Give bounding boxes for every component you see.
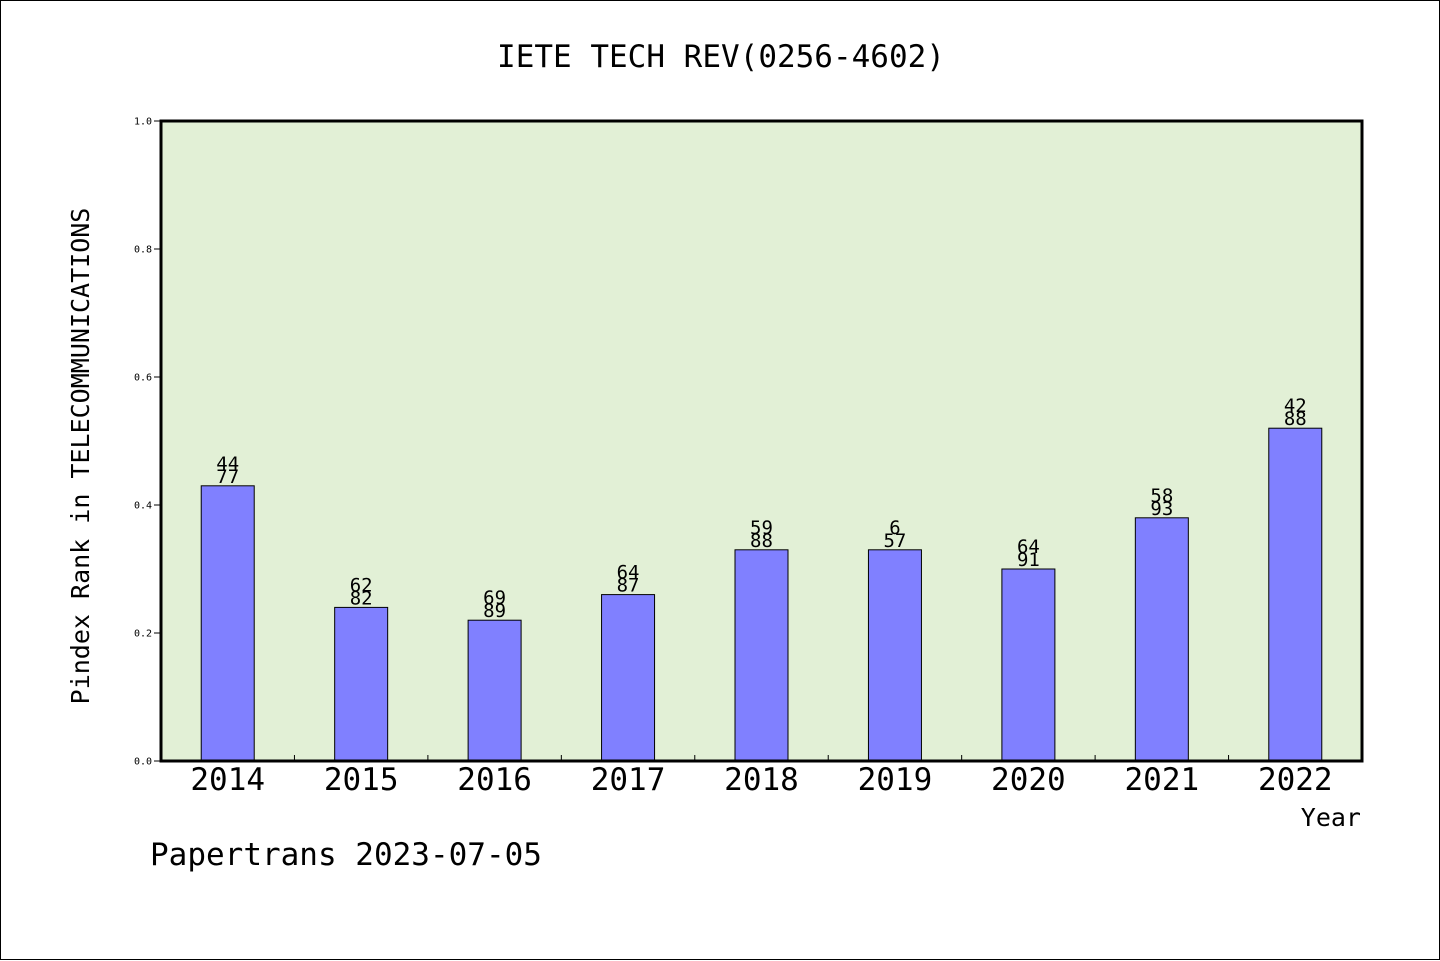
bar-label-bottom: 91 [1017,549,1040,571]
x-tick-label: 2018 [724,762,799,798]
x-tick-label: 2020 [991,762,1066,798]
bar-label-top: 58 [1150,485,1173,507]
x-tick-label: 2014 [190,762,265,798]
footer-text: Papertrans 2023-07-05 [150,837,542,873]
x-tick-label: 2021 [1125,762,1200,798]
bar-label-top: 42 [1284,395,1307,417]
bar-label-bottom: 82 [350,587,373,609]
chart-title: IETE TECH REV(0256-4602) [497,39,945,75]
bar-label-top: 62 [350,574,373,596]
bar-2014 [200,485,255,762]
bar-label-bottom: 88 [750,530,773,552]
bar-2015 [334,606,389,762]
bar-2020 [1001,568,1056,762]
bar-label-top: 64 [1017,536,1040,558]
x-tick-label: 2017 [591,762,666,798]
bar-2021 [1134,517,1189,762]
y-tick-label: 1.0 [134,117,152,128]
bar-2022 [1268,427,1323,762]
y-tick-label: 0.0 [134,757,152,768]
bar-2019 [867,549,922,762]
bar-label-top: 69 [483,587,506,609]
bar-label-bottom: 77 [216,466,239,488]
x-axis-label: Year [1301,803,1361,832]
x-tick-label: 2022 [1258,762,1333,798]
x-tick-label: 2019 [858,762,933,798]
bar-label-top: 6 [889,517,900,539]
y-axis-ticks: 0.0 0.2 0.4 0.6 0.8 1.0 [134,117,161,768]
bar-label-bottom: 87 [617,575,640,597]
y-tick-label: 0.6 [134,373,152,384]
bars [200,427,1323,762]
bar-label-bottom: 89 [483,600,506,622]
bar-label-top: 59 [750,517,773,539]
bar-label-bottom: 88 [1284,408,1307,430]
y-tick-label: 0.8 [134,245,152,256]
y-axis-label: Pindex Rank in TELECOMMUNICATIONS [66,208,95,705]
plot-border [159,119,1364,763]
x-tick-label: 2015 [324,762,399,798]
bar-2016 [467,619,522,762]
x-tick-label: 2016 [457,762,532,798]
bar-label-top: 44 [216,453,239,475]
bar-label-top: 64 [617,562,640,584]
x-axis-ticks: 2014 2015 2016 2017 2018 2019 2020 2021 2022 [190,755,1333,798]
y-tick-label: 0.2 [134,629,152,640]
bar-2017 [601,594,656,762]
bar-label-bottom: 57 [883,530,906,552]
y-tick-label: 0.4 [134,501,152,512]
bar-2018 [734,549,789,762]
bar-label-bottom: 93 [1150,498,1173,520]
